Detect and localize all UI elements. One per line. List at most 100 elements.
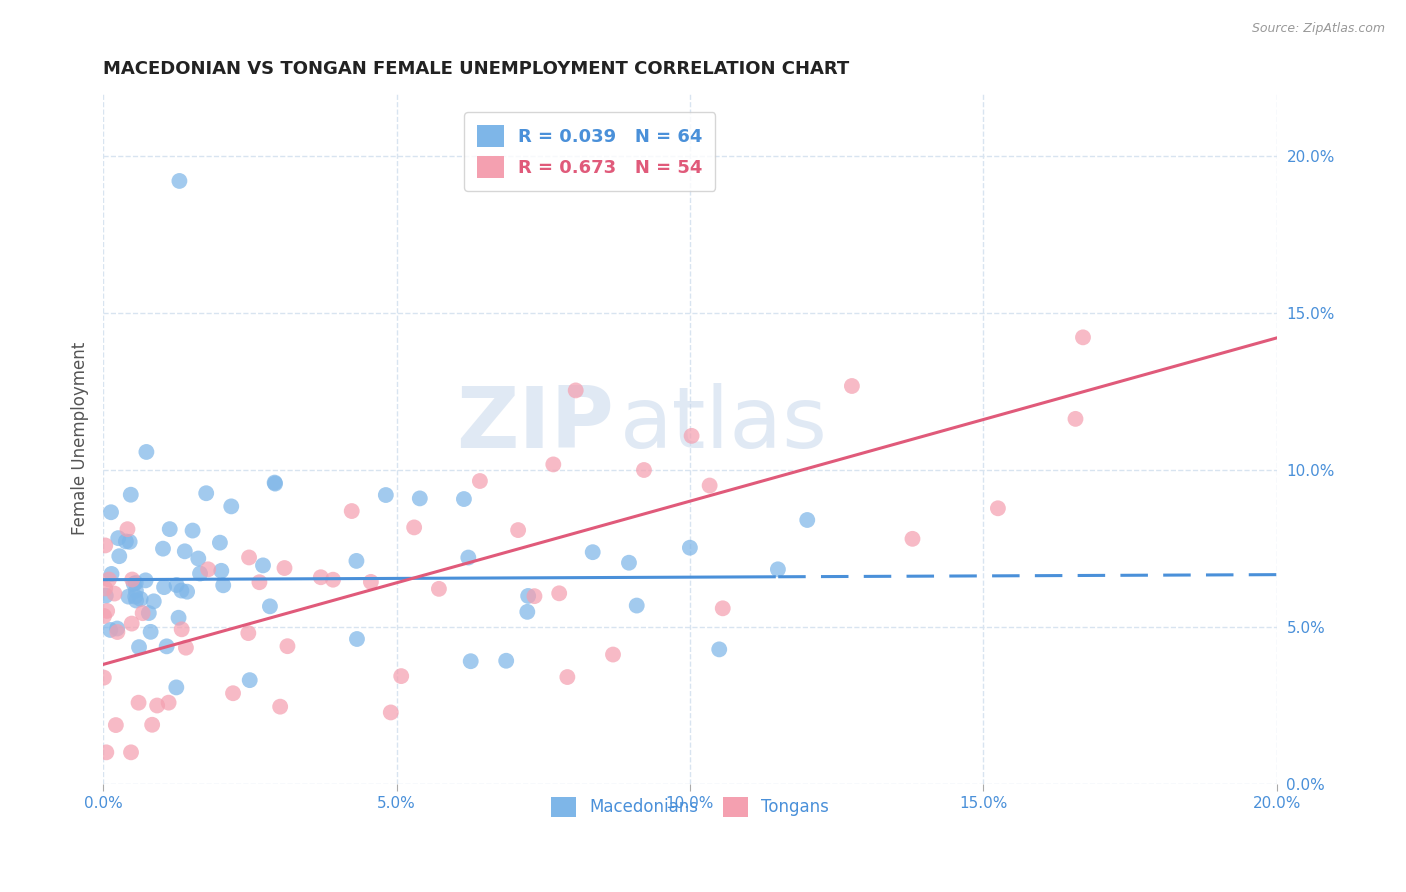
Point [115, 534, 138, 549]
Point [901, 532, 924, 546]
Point [167, 611, 190, 625]
Point [128, 640, 150, 654]
Point [222, 686, 245, 700]
Point [166, 578, 188, 592]
Point [129, 592, 152, 607]
Point [239, 673, 262, 687]
Y-axis label: Female Unemployment: Female Unemployment [72, 342, 89, 535]
Point [495, 654, 517, 668]
Point [208, 535, 231, 549]
Point [263, 475, 285, 490]
Point [582, 545, 605, 559]
Point [340, 504, 363, 518]
Point [681, 429, 703, 443]
Text: Source: ZipAtlas.com: Source: ZipAtlas.com [1251, 22, 1385, 36]
Point [142, 594, 165, 608]
Point [169, 174, 191, 188]
Point [156, 640, 179, 654]
Point [93, 609, 115, 624]
Point [120, 488, 142, 502]
Point [105, 625, 128, 640]
Point [617, 556, 640, 570]
Point [516, 605, 538, 619]
Point [380, 706, 402, 720]
Point [633, 463, 655, 477]
Point [153, 580, 176, 594]
Point [796, 513, 818, 527]
Point [157, 696, 180, 710]
Point [165, 681, 187, 695]
Point [141, 718, 163, 732]
Point [238, 626, 260, 640]
Point [125, 593, 148, 607]
Point [457, 550, 479, 565]
Point [135, 445, 157, 459]
Point [159, 522, 181, 536]
Point [131, 606, 153, 620]
Point [105, 622, 128, 636]
Point [841, 379, 863, 393]
Point [121, 616, 143, 631]
Point [188, 566, 211, 581]
Point [264, 476, 287, 491]
Point [564, 384, 586, 398]
Point [170, 622, 193, 636]
Point [273, 561, 295, 575]
Point [249, 575, 271, 590]
Point [1071, 330, 1094, 344]
Point [404, 520, 426, 534]
Point [523, 589, 546, 603]
Point [543, 458, 565, 472]
Text: MACEDONIAN VS TONGAN FEMALE UNEMPLOYMENT CORRELATION CHART: MACEDONIAN VS TONGAN FEMALE UNEMPLOYMENT… [103, 60, 849, 78]
Point [360, 574, 382, 589]
Point [517, 589, 540, 603]
Point [460, 654, 482, 668]
Point [124, 590, 146, 604]
Point [176, 584, 198, 599]
Point [103, 586, 125, 600]
Point [409, 491, 432, 506]
Point [602, 648, 624, 662]
Point [181, 524, 204, 538]
Point [711, 601, 734, 615]
Point [174, 640, 197, 655]
Point [374, 488, 396, 502]
Point [209, 564, 232, 578]
Point [97, 573, 120, 587]
Point [309, 570, 332, 584]
Point [699, 478, 721, 492]
Point [100, 566, 122, 581]
Point [269, 699, 291, 714]
Point [709, 642, 731, 657]
Point [252, 558, 274, 573]
Legend: Macedonians, Tongans: Macedonians, Tongans [544, 790, 835, 823]
Point [548, 586, 571, 600]
Point [170, 583, 193, 598]
Point [557, 670, 579, 684]
Point [195, 486, 218, 500]
Point [389, 669, 412, 683]
Point [346, 632, 368, 646]
Point [259, 599, 281, 614]
Point [276, 639, 298, 653]
Point [121, 573, 143, 587]
Point [322, 573, 344, 587]
Point [173, 544, 195, 558]
Point [139, 624, 162, 639]
Point [679, 541, 702, 555]
Point [96, 745, 118, 759]
Point [117, 522, 139, 536]
Point [219, 500, 242, 514]
Point [122, 577, 145, 591]
Point [120, 745, 142, 759]
Point [94, 538, 117, 552]
Point [626, 599, 648, 613]
Point [125, 575, 148, 590]
Point [125, 583, 148, 598]
Point [107, 531, 129, 545]
Point [197, 562, 219, 576]
Point [138, 606, 160, 620]
Point [94, 589, 117, 603]
Point [212, 578, 235, 592]
Text: ZIP: ZIP [456, 383, 613, 467]
